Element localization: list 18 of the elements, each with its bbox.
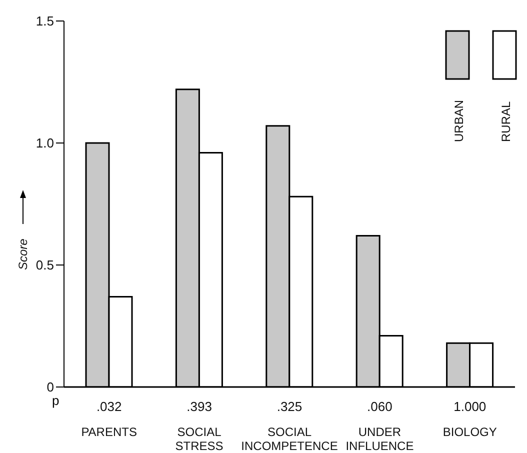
text: .060 — [367, 399, 392, 414]
y-tick-label: 1.0 — [36, 136, 54, 151]
text: URBAN — [452, 100, 466, 142]
y-tick-label: 0 — [46, 380, 54, 395]
text: RURAL — [499, 101, 513, 142]
y-axis-title: Score — [16, 238, 30, 270]
x-tick-label: UNDER INFLUENCE — [346, 425, 414, 453]
x-tick-label: BIOLOGY — [442, 425, 497, 439]
y-tick-label: 1.5 — [36, 14, 54, 29]
text: 1.000 — [454, 399, 486, 414]
x-tick-label: SOCIAL STRESS — [175, 425, 224, 453]
x-tick-label: SOCIAL INCOMPETENCE — [241, 425, 338, 453]
text: .032 — [96, 399, 122, 414]
text: p — [52, 393, 60, 408]
x-tick-label: PARENTS — [81, 425, 137, 439]
y-tick-label: 0.5 — [36, 258, 54, 273]
text: .325 — [276, 399, 302, 414]
text: .393 — [186, 399, 212, 414]
